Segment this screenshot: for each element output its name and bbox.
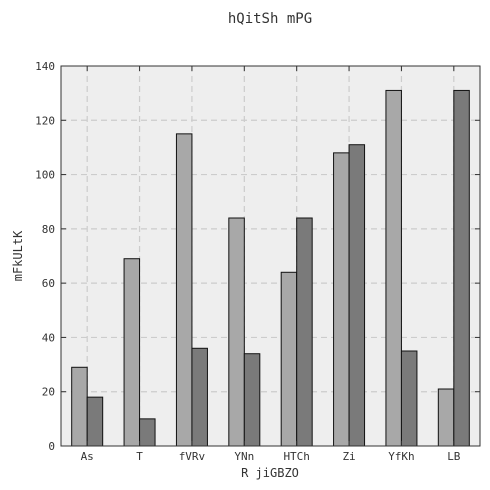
x-tick-label: YfKh [388,450,415,463]
bar-series-1-YNn [229,218,245,446]
bar-series-1-T [124,259,140,446]
bar-series-2-fVRv [192,348,208,446]
bar-series-2-Zi [349,145,365,446]
y-tick-label: 60 [42,277,55,290]
chart-title: hQitSh mPG [228,11,312,27]
x-tick-label: fVRv [179,450,206,463]
bar-series-1-HTCh [281,272,297,446]
y-tick-label: 120 [35,114,55,127]
y-tick-label: 140 [35,60,55,73]
x-tick-label: LB [447,450,461,463]
bar-series-2-As [87,397,103,446]
y-tick-label: 20 [42,386,55,399]
x-tick-label: Zi [342,450,355,463]
y-tick-label: 0 [48,440,55,453]
x-tick-label: T [136,450,143,463]
y-tick-label: 40 [42,331,55,344]
x-axis-label: R jiGBZO [241,466,299,480]
bar-series-2-LB [454,90,470,446]
y-axis-label: mFkULtK [11,230,25,281]
x-tick-label: HTCh [283,450,310,463]
bar-series-1-fVRv [176,134,192,446]
y-tick-label: 80 [42,223,55,236]
bar-series-2-YNn [244,354,260,446]
x-tick-label: As [81,450,94,463]
bar-series-2-YfKh [401,351,417,446]
bar-series-1-YfKh [386,90,402,446]
bar-series-1-LB [438,389,454,446]
bar-series-2-HTCh [297,218,313,446]
bar-series-1-Zi [334,153,350,446]
bar-series-1-As [72,367,88,446]
bar-series-2-T [140,419,156,446]
x-tick-label: YNn [234,450,254,463]
y-tick-label: 100 [35,169,55,182]
